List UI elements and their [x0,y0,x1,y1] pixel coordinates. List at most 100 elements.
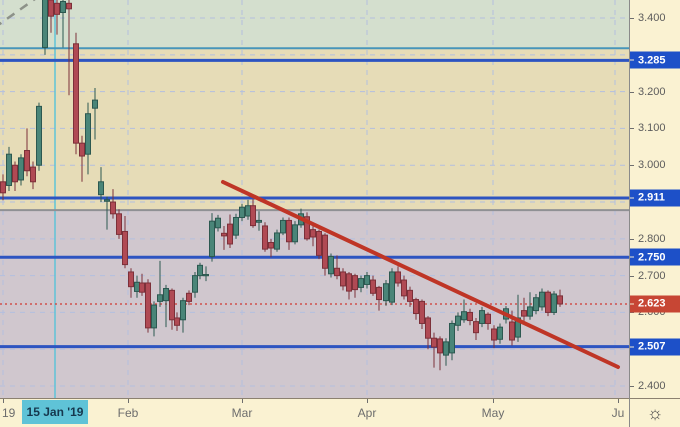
candle-body [203,274,209,277]
month-label: Feb [117,406,139,420]
gear-icon[interactable]: ☼ [646,403,664,423]
candle-body [6,153,12,186]
candle-body [328,255,334,275]
month-tick [128,399,129,403]
background-band [0,0,629,49]
price-tick [630,275,634,277]
candle-body [527,306,533,317]
candle-body [491,328,497,341]
month-tick [242,399,243,403]
price-tick-label: 2.800 [638,232,666,245]
candle-body [437,338,443,354]
candle-body [66,2,72,10]
badge-tick-notch [630,346,634,348]
candle-body [128,271,134,288]
candle-body [92,99,98,109]
candle-body [134,281,140,292]
candle-body [431,337,437,348]
price-tick [630,238,634,240]
price-chart-plot[interactable] [0,0,629,398]
badge-tick-notch [630,59,634,61]
crosshair-date-badge: 15 Jan '19 [22,400,88,424]
candle-body [79,142,85,157]
candle-body [533,297,539,312]
candle-body [60,0,66,14]
month-tick [618,399,619,403]
candle-body [383,283,389,302]
candle-body [364,275,370,285]
price-level-badge: 3.285 [630,51,680,69]
candle-body [12,164,18,183]
candle-body [376,286,382,301]
candle-body [304,216,310,240]
candle-body [509,321,515,341]
month-label: Mar [231,406,253,420]
price-axis[interactable]: 3.4003.2003.1003.0002.8002.7002.6002.400… [630,0,680,398]
price-tick-label: 3.100 [638,122,666,135]
candle-body [322,234,328,269]
candle-body [286,219,292,243]
candle-body [24,150,30,172]
trend-line[interactable] [221,180,620,369]
candle-body [473,321,479,334]
price-tick-label: 2.700 [638,269,666,282]
candle-body [197,264,203,277]
candle-body [407,289,413,302]
axis-settings-corner[interactable]: ☼ [630,399,680,427]
price-axis-border [629,0,630,427]
candle-body [280,219,286,234]
candle-body [145,282,151,329]
candle-body [54,2,60,15]
background-band [0,48,629,211]
candle-body [557,295,563,305]
badge-tick-notch [630,197,634,199]
candle-body [245,205,251,217]
price-tick [630,165,634,167]
candle-body [139,282,145,293]
candle-body [42,0,48,48]
month-label: Apr [357,406,377,420]
month-label: Ju [611,406,625,420]
candle-body [110,201,116,215]
candle-body [180,300,186,321]
candle-body [48,0,54,17]
candle-body [233,216,239,236]
candle-body [401,279,407,297]
time-axis[interactable]: 19 15 Jan '19 Feb Mar Apr May Ju [0,399,629,427]
candle-body [425,317,431,339]
candle-body [467,311,473,322]
candle-body [116,213,122,235]
price-tick [630,128,634,130]
price-tick [630,91,634,93]
candle-body [545,291,551,313]
candle-body [310,229,316,238]
candle-body [413,299,419,315]
candle-body [239,206,245,218]
candle-body [370,279,376,294]
candle-body [292,224,298,243]
candle-body [122,230,128,266]
candlestick-chart[interactable] [0,0,629,398]
candle-body [521,310,527,317]
candle-body [104,199,110,202]
candle-body [449,322,455,354]
candle-body [334,267,340,277]
price-tick-label: 3.200 [638,85,666,98]
candle-body [515,317,521,338]
partial-year-label: 19 [2,406,16,420]
candle-body [18,157,24,181]
candle-body [98,181,104,196]
candle-body [539,291,545,308]
candle-body [151,304,157,329]
price-level-badge: 2.911 [630,189,680,207]
month-tick [367,399,368,403]
candle-body [250,205,256,227]
month-tick [493,399,494,403]
candle-body [268,242,274,249]
price-tick-label: 2.400 [638,380,666,393]
candle-body [358,278,364,288]
candle-body [497,326,503,340]
candle-body [186,292,192,302]
candle-body [174,317,180,326]
